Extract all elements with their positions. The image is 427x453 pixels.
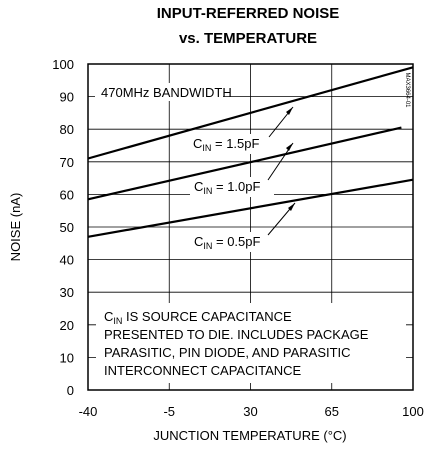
y-tick-label-3: 30 — [60, 285, 74, 300]
note-background — [96, 303, 406, 383]
series-label-1-0pf-c: C — [194, 179, 203, 194]
x-axis-label: JUNCTION TEMPERATURE (°C) — [153, 428, 346, 443]
series-label-background-3 — [190, 232, 274, 252]
x-tick-label-3: 65 — [325, 404, 339, 419]
y-tick-label-9: 90 — [60, 90, 74, 105]
y-tick-labels: 0 10 20 30 40 50 60 70 80 90 100 — [52, 57, 74, 398]
series-label-1-5pf-c: C — [193, 136, 202, 151]
series-label-0-5pf: CIN = 0.5pF — [194, 234, 261, 251]
series-label-1-5pf: CIN = 1.5pF — [193, 136, 260, 153]
x-tick-label-4: 100 — [402, 404, 424, 419]
x-tick-label-2: 30 — [243, 404, 257, 419]
series-label-1-0pf-sub: IN — [203, 186, 212, 196]
series-label-1-0pf: CIN = 1.0pF — [194, 179, 261, 196]
y-tick-label-8: 80 — [60, 122, 74, 137]
bandwidth-annotation: 470MHz BANDWIDTH — [101, 85, 232, 100]
y-tick-label-10: 100 — [52, 57, 74, 72]
series-label-0-5pf-sub: IN — [203, 241, 212, 251]
note-line-1-c: C — [104, 309, 113, 324]
note-line-2: PRESENTED TO DIE. INCLUDES PACKAGE — [104, 327, 369, 342]
bandwidth-label-background — [95, 83, 223, 101]
x-tick-labels: -40 -5 30 65 100 — [79, 404, 424, 419]
y-tick-label-0: 0 — [67, 383, 74, 398]
y-tick-label-2: 20 — [60, 318, 74, 333]
series-label-0-5pf-c: C — [194, 234, 203, 249]
note-line-1: CIN IS SOURCE CAPACITANCE — [104, 309, 292, 326]
x-tick-label-0: -40 — [79, 404, 98, 419]
note-line-1-sub: IN — [113, 316, 122, 326]
series-label-background-2 — [190, 177, 274, 197]
series-label-1-0pf-value: = 1.0pF — [212, 179, 260, 194]
chart-title-line-2: vs. TEMPERATURE — [179, 30, 317, 47]
series-label-1-5pf-value: = 1.5pF — [211, 136, 259, 151]
series-label-background-1 — [190, 134, 272, 154]
leader-arrowhead-1-5pf — [286, 107, 293, 115]
note-line-1-rest: IS SOURCE CAPACITANCE — [122, 309, 292, 324]
x-tick-label-1: -5 — [163, 404, 175, 419]
y-tick-label-6: 60 — [60, 187, 74, 202]
series-label-1-5pf-sub: IN — [202, 143, 211, 153]
series-line-1-5pf — [87, 66, 414, 160]
series-line-1-0pf — [87, 126, 402, 201]
chart-title-line-1: INPUT-REFERRED NOISE — [157, 5, 340, 22]
y-tick-label-7: 70 — [60, 155, 74, 170]
y-tick-label-4: 40 — [60, 253, 74, 268]
y-axis-label: NOISE (nA) — [8, 193, 23, 262]
series-lines — [87, 66, 414, 238]
series-label-0-5pf-value: = 0.5pF — [212, 234, 260, 249]
y-tick-label-5: 50 — [60, 220, 74, 235]
plot-area-frame — [87, 63, 414, 391]
y-tick-label-1: 10 — [60, 350, 74, 365]
note-line-4: INTERCONNECT CAPACITANCE — [104, 363, 302, 378]
leader-arrowhead-1-0pf — [286, 143, 293, 151]
leader-arrowhead-0-5pf — [288, 203, 295, 211]
note-line-3: PARASITIC, PIN DIODE, AND PARASITIC — [104, 345, 351, 360]
series-line-0-5pf — [87, 178, 414, 238]
part-number-label: MAX3664-01 — [404, 72, 410, 108]
